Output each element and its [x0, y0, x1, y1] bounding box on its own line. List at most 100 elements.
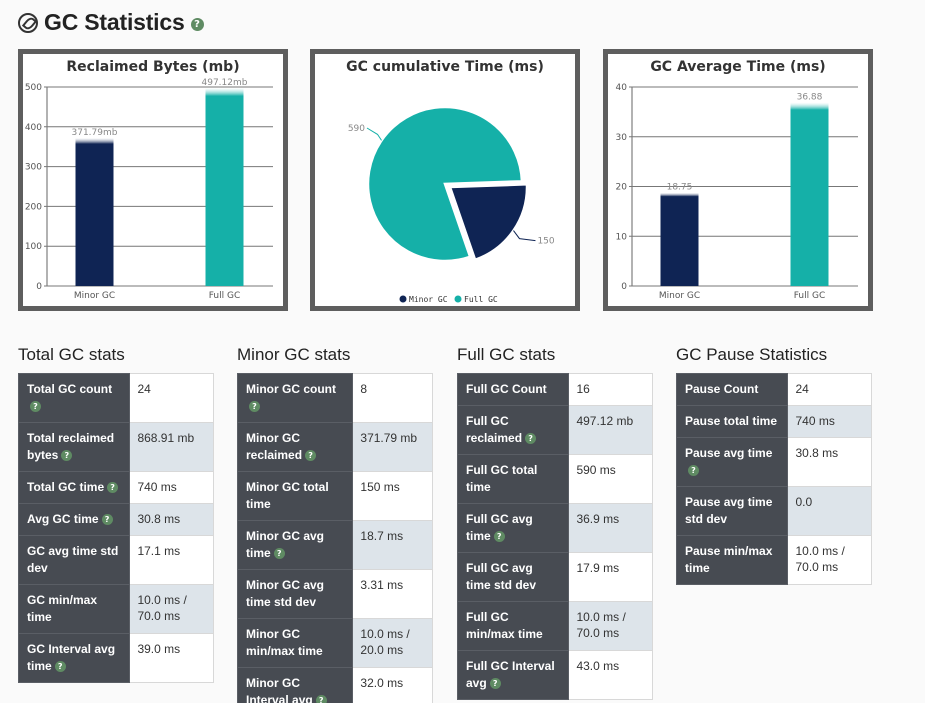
stat-label-text: Minor GC avg time	[246, 529, 325, 560]
stat-label: Pause min/max time	[675, 535, 789, 585]
stat-label-text: Pause avg time std dev	[685, 495, 773, 526]
stat-label-text: Minor GC Interval avg	[246, 676, 313, 703]
stat-value: 24	[129, 373, 214, 423]
table-row: Minor GC avg time std dev 3.31 ms	[236, 569, 433, 619]
help-icon[interactable]: ?	[61, 450, 73, 462]
legend-marker	[454, 295, 462, 303]
stat-label-text: Full GC avg time	[466, 512, 533, 543]
stat-value: 39.0 ms	[129, 633, 214, 683]
data-label: 371.79mb	[72, 128, 118, 138]
y-tick-label: 100	[25, 242, 42, 252]
table-row: Pause min/max time 10.0 ms / 70.0 ms	[675, 535, 872, 585]
help-icon[interactable]: ?	[315, 695, 327, 703]
x-tick-label: Minor GC	[659, 291, 700, 301]
x-tick-label: Full GC	[209, 291, 241, 301]
stat-label-text: Minor GC total time	[246, 480, 329, 511]
table-row: Minor GC min/max time 10.0 ms / 20.0 ms	[236, 618, 433, 668]
stat-label: Full GC avg time?	[456, 503, 570, 553]
table-row: Full GC total time 590 ms	[456, 454, 653, 504]
help-icon[interactable]: ?	[54, 661, 66, 673]
stat-value: 740 ms	[129, 471, 214, 504]
stat-label: Pause total time	[675, 405, 789, 438]
help-icon[interactable]: ?	[525, 433, 537, 445]
compass-icon	[18, 12, 38, 33]
stat-value: 3.31 ms	[352, 569, 433, 619]
help-icon[interactable]: ?	[30, 401, 41, 413]
table-row: Minor GC Interval avg? 32.0 ms	[236, 667, 433, 703]
y-tick-label: 40	[616, 83, 628, 93]
stat-value: 16	[568, 373, 653, 406]
stat-value: 150 ms	[352, 471, 433, 521]
chart-title: GC cumulative Time (ms)	[346, 59, 544, 75]
help-icon[interactable]: ?	[489, 678, 501, 690]
stat-label-text: Total GC count	[27, 382, 113, 396]
leader-line	[513, 230, 536, 242]
help-icon[interactable]: ?	[101, 514, 113, 526]
stat-value: 18.7 ms	[352, 520, 433, 570]
stat-label-text: Pause total time	[685, 414, 778, 428]
table-row: Minor GC total time 150 ms	[236, 471, 433, 521]
stat-label-text: Full GC Count	[466, 382, 547, 396]
stat-label-text: GC Interval avg time	[27, 642, 116, 673]
pie-slice	[448, 183, 529, 262]
stat-label-text: Pause Count	[685, 382, 759, 396]
stat-label: Minor GC reclaimed?	[236, 422, 354, 472]
stat-label: Full GC avg time std dev	[456, 552, 570, 602]
x-tick-label: Minor GC	[74, 291, 115, 301]
table-row: Full GC Interval avg? 43.0 ms	[456, 650, 653, 700]
stat-label-text: Minor GC avg time std dev	[246, 578, 325, 609]
stat-label: Pause Count	[675, 373, 789, 406]
table-row: Total GC time? 740 ms	[17, 471, 214, 504]
stat-label: Total GC time?	[17, 471, 131, 504]
table-row: GC avg time std dev 17.1 ms	[17, 535, 214, 585]
stat-label: Minor GC avg time?	[236, 520, 354, 570]
cumulative-time-chart: GC cumulative Time (ms) 150 590 Minor GC Fu…	[310, 49, 580, 311]
page-title: GC Statistics	[44, 9, 185, 35]
y-tick-label: 300	[25, 163, 42, 173]
help-icon[interactable]: ?	[305, 450, 317, 462]
help-icon[interactable]: ?	[493, 531, 505, 543]
stat-value: 0.0	[787, 486, 872, 536]
stat-value: 10.0 ms / 70.0 ms	[129, 584, 214, 634]
stat-value: 24	[787, 373, 872, 406]
stats-table: Pause Count 24 Pause total time 740 ms Pause…	[675, 373, 872, 585]
stat-label-text: Pause avg time	[685, 446, 773, 460]
chart-title: GC Average Time (ms)	[650, 59, 825, 75]
stat-value: 36.9 ms	[568, 503, 653, 553]
y-tick-label: 20	[616, 183, 628, 193]
stat-label-text: Avg GC time	[27, 512, 99, 526]
stat-value: 740 ms	[787, 405, 872, 438]
y-tick-label: 0	[36, 282, 42, 292]
stat-label: Minor GC count?	[236, 373, 354, 423]
stat-label-text: Full GC avg time std dev	[466, 561, 537, 592]
stat-label: Avg GC time?	[17, 503, 131, 536]
cumulative-time-svg: GC cumulative Time (ms) 150 590 Minor GC Fu…	[346, 59, 555, 304]
stats-heading: GC Pause Statistics	[676, 345, 828, 364]
stat-label: Total reclaimed bytes?	[17, 422, 131, 472]
table-row: Pause Count 24	[675, 373, 872, 406]
stat-value: 17.1 ms	[129, 535, 214, 585]
table-row: GC Interval avg time? 39.0 ms	[17, 633, 214, 683]
help-icon[interactable]: ?	[249, 401, 260, 413]
help-icon[interactable]: ?	[107, 482, 119, 494]
full-gc-stats: Full GC stats Full GC Count 16 Full GC rec…	[456, 345, 653, 700]
table-row: Full GC avg time std dev 17.9 ms	[456, 552, 653, 602]
help-icon[interactable]: ?	[688, 465, 699, 477]
stat-label-text: Full GC reclaimed	[466, 414, 523, 445]
leader-line	[366, 127, 382, 141]
data-label: 36.88	[797, 93, 823, 103]
data-label: 497.12mb	[202, 78, 248, 88]
stats-heading: Total GC stats	[18, 345, 125, 364]
x-tick-label: Full GC	[794, 291, 826, 301]
stat-value: 32.0 ms	[352, 667, 433, 703]
stat-label: GC avg time std dev	[17, 535, 131, 585]
table-row: Minor GC count? 8	[236, 373, 433, 423]
help-icon[interactable]: ?	[273, 548, 285, 560]
stats-heading: Full GC stats	[457, 345, 556, 364]
table-row: Pause avg time? 30.8 ms	[675, 437, 872, 487]
bar	[660, 192, 699, 286]
stat-label: Full GC Interval avg?	[456, 650, 570, 700]
legend-label: Minor GC	[409, 295, 448, 304]
data-label: 590	[348, 124, 365, 134]
help-icon[interactable]: ?	[190, 18, 204, 31]
